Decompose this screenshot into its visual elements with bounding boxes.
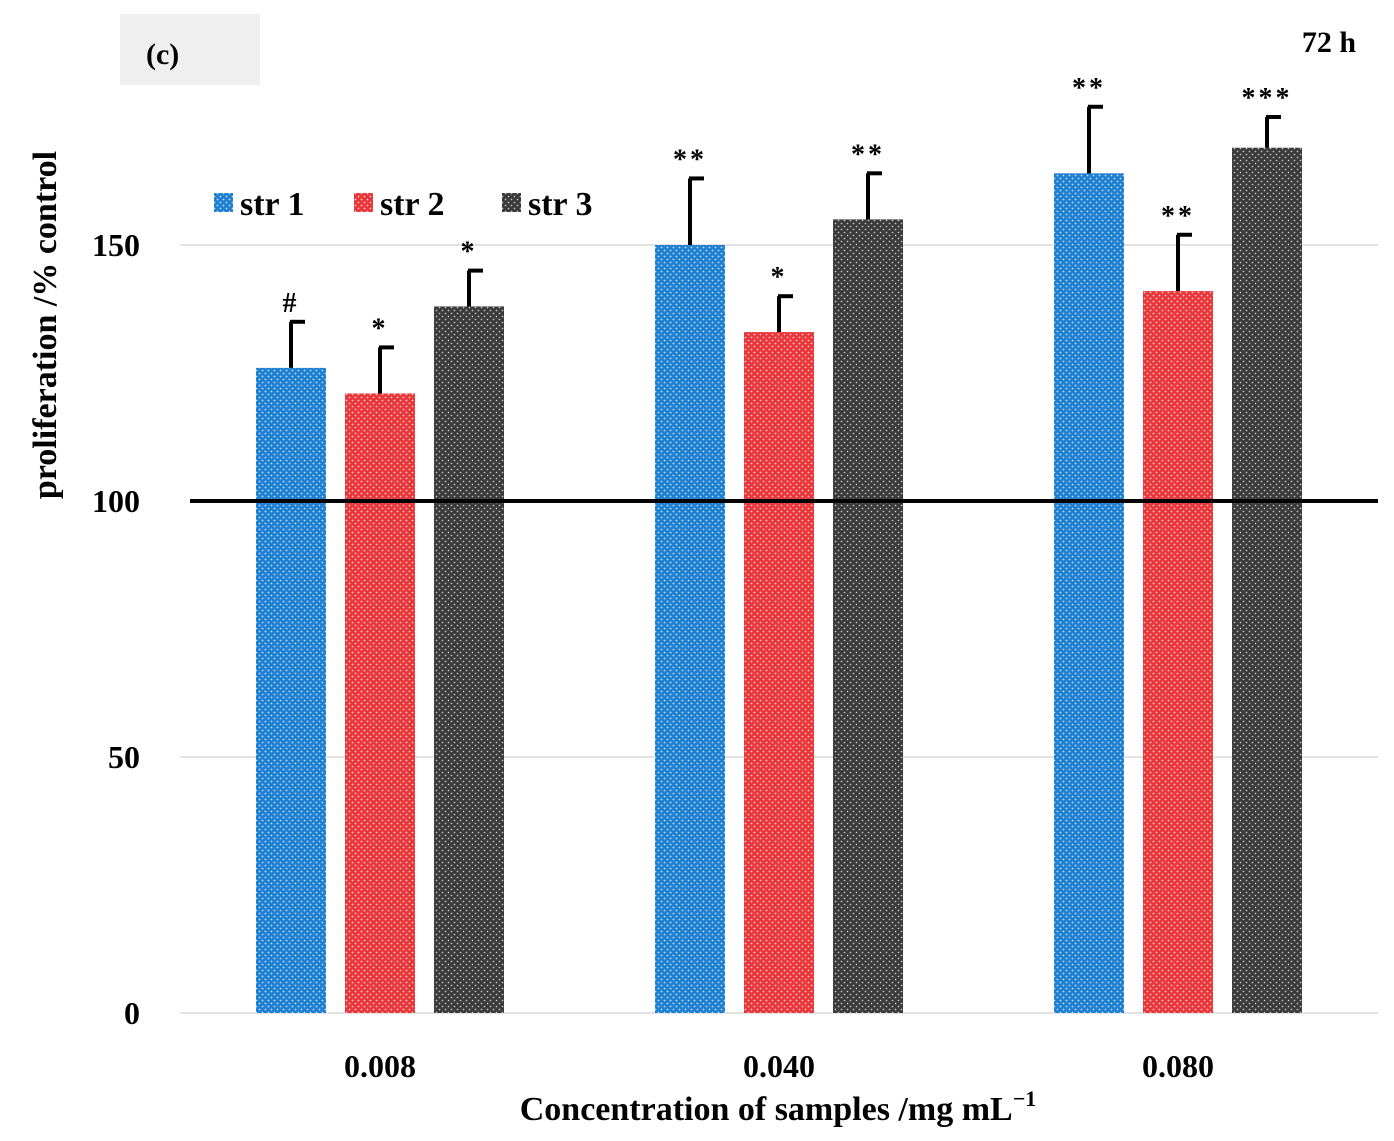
significance-mark-str3-0.008: * — [461, 237, 478, 268]
legend-swatch-str3 — [502, 193, 521, 212]
significance-mark-str2-0.008: * — [372, 313, 389, 344]
significance-mark-str2-0.040: * — [771, 262, 788, 293]
bar-str2-0.080 — [1143, 291, 1213, 1014]
significance-layer: #************** — [283, 73, 1293, 345]
y-tick-label-150: 150 — [92, 227, 140, 263]
bar-str2-0.040 — [744, 332, 814, 1013]
bar-str2-0.008 — [345, 393, 415, 1014]
significance-mark-str3-0.040: ** — [851, 139, 885, 170]
significance-mark-str3-0.080: *** — [1242, 83, 1293, 114]
bar-str1-0.080 — [1054, 173, 1124, 1013]
significance-mark-str1-0.040: ** — [673, 144, 707, 175]
legend-label-str1: str 1 — [240, 186, 305, 223]
bars-layer — [256, 147, 1302, 1014]
bar-str3-0.008 — [434, 306, 504, 1013]
legend-label-str3: str 3 — [528, 186, 593, 223]
x-tick-label-0.008: 0.008 — [344, 1048, 416, 1084]
legend-label-str2: str 2 — [380, 186, 445, 223]
x-axis: 0.008 0.040 0.080 — [344, 1048, 1214, 1084]
y-tick-label-0: 0 — [124, 995, 140, 1031]
significance-mark-str2-0.080: ** — [1161, 201, 1195, 232]
panel-label: (c) — [146, 38, 179, 71]
y-axis: 0 50 100 150 — [92, 227, 140, 1031]
bar-str3-0.040 — [833, 219, 903, 1013]
x-axis-title-main: Concentration of samples /mg mL — [520, 1091, 1013, 1128]
bar-str1-0.040 — [655, 245, 725, 1013]
y-tick-label-50: 50 — [108, 739, 140, 775]
bar-str3-0.080 — [1232, 147, 1302, 1014]
y-tick-label-100: 100 — [92, 483, 140, 519]
significance-mark-str1-0.008: # — [283, 288, 300, 319]
legend-swatch-str1 — [214, 193, 233, 212]
x-tick-label-0.080: 0.080 — [1142, 1048, 1214, 1084]
x-tick-label-0.040: 0.040 — [743, 1048, 815, 1084]
time-label: 72 h — [1302, 26, 1357, 59]
significance-mark-str1-0.080: ** — [1072, 73, 1106, 104]
x-axis-title: Concentration of samples /mg mL−1 — [520, 1086, 1037, 1128]
legend-swatch-str2 — [354, 193, 373, 212]
x-axis-title-superscript: −1 — [1013, 1086, 1037, 1111]
panel-label-box — [120, 14, 260, 85]
y-axis-title: proliferation /% control — [27, 151, 64, 499]
error-bars-layer — [289, 104, 1281, 394]
legend: str 1 str 2 str 3 — [214, 186, 593, 223]
bar-str1-0.008 — [256, 367, 326, 1013]
